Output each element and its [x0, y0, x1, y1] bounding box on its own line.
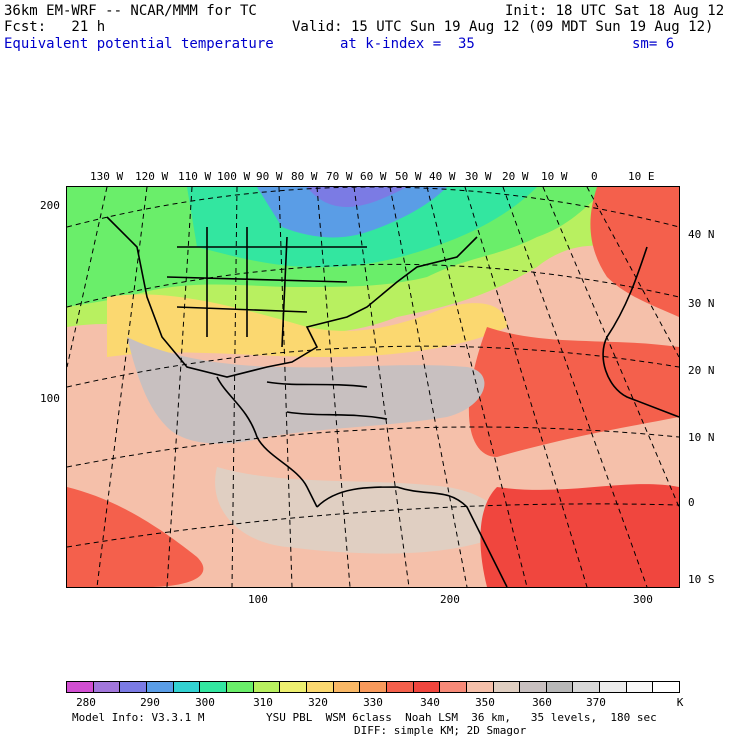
colorbar-swatch: [67, 682, 94, 692]
map-graphic: [67, 187, 679, 587]
colorbar-swatch: [120, 682, 147, 692]
lon-label: 40 W: [429, 170, 456, 183]
colorbar-swatch: [413, 682, 441, 692]
colorbar-label: 320: [308, 696, 328, 709]
smoothing: sm= 6: [632, 36, 675, 52]
model-title: 36km EM-WRF -- NCAR/MMM for TC: [4, 3, 257, 19]
field-gray-zone: [127, 337, 485, 444]
colorbar-label: 350: [475, 696, 495, 709]
colorbar-swatch: [653, 682, 680, 692]
field-pacific-warm: [67, 487, 204, 587]
lat-label: 20 N: [688, 364, 715, 377]
colorbar-label: 340: [420, 696, 440, 709]
graticule: [67, 187, 679, 587]
colorbar-swatch: [546, 682, 574, 692]
lon-label: 90 W: [256, 170, 283, 183]
colorbar-swatch: [226, 682, 254, 692]
lon-label: 60 W: [360, 170, 387, 183]
colorbar-label: 300: [195, 696, 215, 709]
lon-label: 120 W: [135, 170, 169, 183]
level-index: at k-index = 35: [340, 36, 475, 52]
field-coldest-core: [307, 187, 407, 207]
diffusion-info: DIFF: simple KM; 2D Smagor: [354, 724, 527, 737]
colorbar-swatch: [146, 682, 174, 692]
colorbar-label: 290: [140, 696, 160, 709]
field-name: Equivalent potential temperature: [4, 36, 274, 52]
lon-label: 70 W: [326, 170, 353, 183]
lon-label: 10 W: [541, 170, 568, 183]
colorbar-label: 330: [363, 696, 383, 709]
colorbar-swatch: [600, 682, 627, 692]
colorbar-swatch: [440, 682, 467, 692]
lon-label: 100 W: [217, 170, 251, 183]
grid-x-label: 100: [248, 593, 268, 606]
lon-label: 110 W: [178, 170, 212, 183]
lat-label: 40 N: [688, 228, 715, 241]
model-info: Model Info: V3.3.1 M: [72, 711, 205, 724]
colorbar-swatch: [280, 682, 307, 692]
lat-label: 10 N: [688, 431, 715, 444]
colorbar-unit: K: [676, 696, 684, 709]
lon-label: 30 W: [465, 170, 492, 183]
lon-label: 130 W: [90, 170, 124, 183]
field-tan-zone: [215, 467, 504, 554]
colorbar-swatch: [520, 682, 547, 692]
colorbar-label: 370: [586, 696, 606, 709]
forecast-hour: Fcst: 21 h: [4, 19, 106, 35]
colorbar-swatch: [306, 682, 334, 692]
lon-label: 80 W: [291, 170, 318, 183]
colorbar-swatch: [466, 682, 494, 692]
colorbar-swatch: [253, 682, 281, 692]
init-time: Init: 18 UTC Sat 18 Aug 12: [505, 3, 725, 19]
lon-label: 10 E: [628, 170, 655, 183]
coastlines: [106, 216, 679, 587]
colorbar-label: 360: [532, 696, 552, 709]
grid-y-label: 200: [40, 199, 60, 212]
grid-x-label: 200: [440, 593, 460, 606]
colorbar-swatch: [626, 682, 654, 692]
colorbar-swatch: [173, 682, 201, 692]
colorbar-swatch: [573, 682, 601, 692]
valid-time: Valid: 15 UTC Sun 19 Aug 12 (09 MDT Sun …: [292, 19, 714, 35]
colorbar: [66, 681, 680, 693]
theta-e-map: [66, 186, 680, 588]
colorbar-swatch: [360, 682, 387, 692]
colorbar-swatch: [386, 682, 414, 692]
colorbar-label: 280: [76, 696, 96, 709]
colorbar-swatch: [93, 682, 121, 692]
physics-info: YSU PBL WSM 6class Noah LSM 36 km, 35 le…: [266, 711, 657, 724]
field-coldest-band: [257, 187, 447, 238]
colorbar-swatch: [493, 682, 521, 692]
field-europe-warm: [590, 187, 679, 317]
lat-label: 0: [688, 496, 695, 509]
field-atlantic-warm: [468, 327, 679, 457]
colorbar-label: 310: [253, 696, 273, 709]
lon-label: 0: [591, 170, 598, 183]
grid-y-label: 100: [40, 392, 60, 405]
colorbar-swatch: [333, 682, 361, 692]
field-southatl-warm: [480, 484, 679, 587]
lon-label: 20 W: [502, 170, 529, 183]
lat-label: 30 N: [688, 297, 715, 310]
lon-label: 50 W: [395, 170, 422, 183]
colorbar-swatch: [200, 682, 227, 692]
grid-x-label: 300: [633, 593, 653, 606]
lat-label: 10 S: [688, 573, 715, 586]
